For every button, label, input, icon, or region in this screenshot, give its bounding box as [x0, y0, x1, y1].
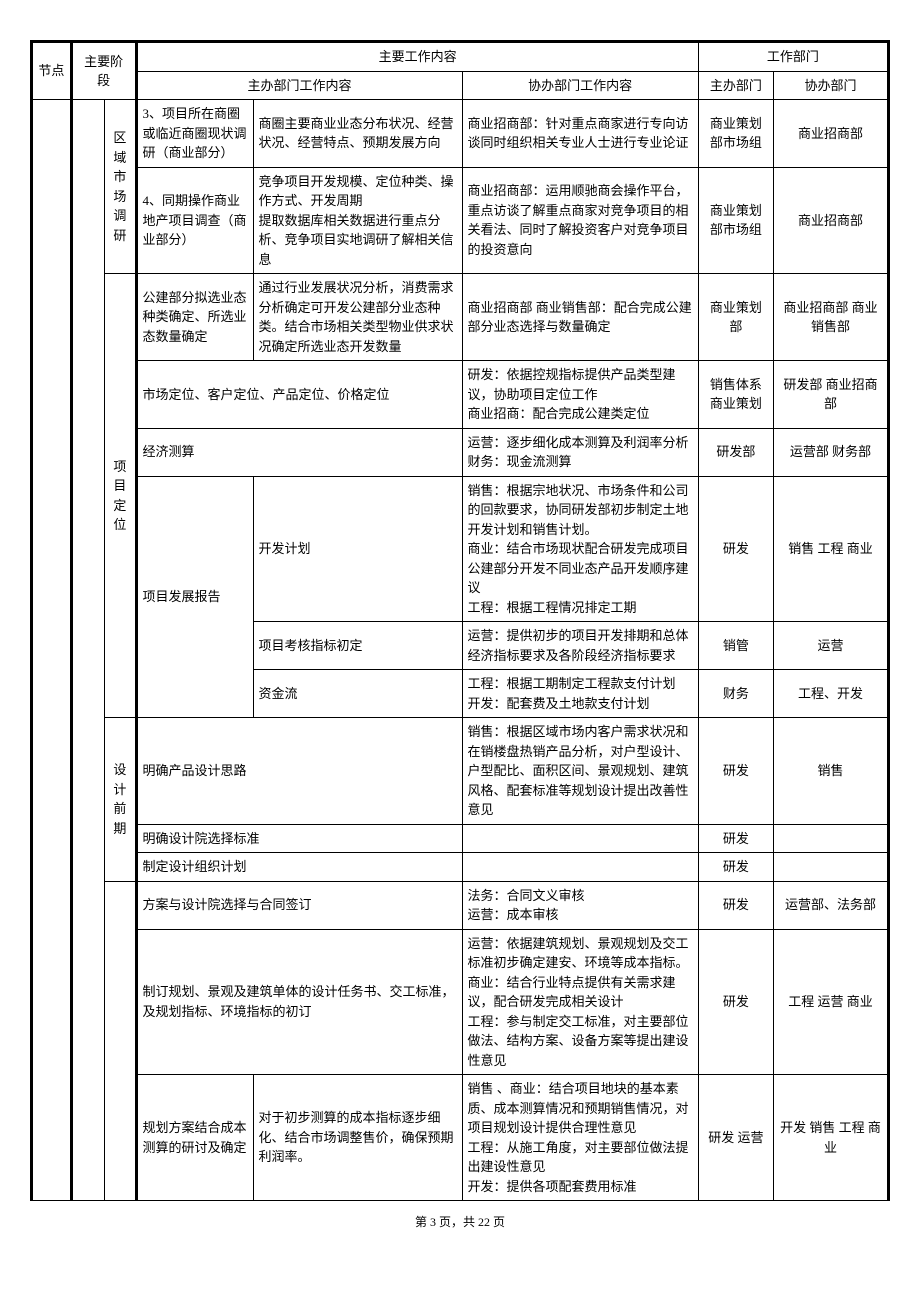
cell: 研发 [698, 853, 773, 882]
cell: 商业招商部 商业销售部 [773, 274, 888, 361]
cell: 工程：根据工期制定工程款支付计划 开发：配套费及土地款支付计划 [462, 670, 698, 718]
phase-1: 区域市场调研 [105, 100, 136, 274]
table-row: 规划方案结合成本测算的研讨及确定 对于初步测算的成本指标逐步细化、结合市场调整售… [32, 1075, 889, 1201]
cell: 商业策划部市场组 [698, 167, 773, 274]
phase-4 [105, 881, 136, 1201]
cell: 工程 运营 商业 [773, 929, 888, 1075]
cell: 研发 运营 [698, 1075, 773, 1201]
cell: 商业策划部市场组 [698, 100, 773, 168]
cell: 运营部 财务部 [773, 428, 888, 476]
table-row: 制订规划、景观及建筑单体的设计任务书、交工标准，及规划指标、环境指标的初订 运营… [32, 929, 889, 1075]
cell: 资金流 [253, 670, 462, 718]
cell: 商业招商部 [773, 167, 888, 274]
phase-2: 项目定位 [105, 274, 136, 718]
cell: 研发 [698, 718, 773, 825]
cell: 制订规划、景观及建筑单体的设计任务书、交工标准，及规划指标、环境指标的初订 [136, 929, 462, 1075]
cell: 销售 [773, 718, 888, 825]
table-row: 设计前期 明确产品设计思路 销售：根据区域市场内客户需求状况和在销楼盘热销产品分… [32, 718, 889, 825]
cell [462, 824, 698, 853]
cell: 规划方案结合成本测算的研讨及确定 [136, 1075, 253, 1201]
cell: 运营：逐步细化成本测算及利润率分析 财务：现金流测算 [462, 428, 698, 476]
th-hostdept: 主办部门 [698, 71, 773, 100]
cell: 商业策划部 [698, 274, 773, 361]
table-row: 方案与设计院选择与合同签订 法务：合同文义审核 运营：成本审核 研发 运营部、法… [32, 881, 889, 929]
th-phase: 主要阶段 [71, 42, 136, 100]
cell: 制定设计组织计划 [136, 853, 462, 882]
cell: 商圈主要商业业态分布状况、经营状况、经营特点、预期发展方向 [253, 100, 462, 168]
cell: 运营部、法务部 [773, 881, 888, 929]
cell: 运营 [773, 622, 888, 670]
cell: 运营：依据建筑规划、景观规划及交工标准初步确定建安、环境等成本指标。 商业：结合… [462, 929, 698, 1075]
cell: 竞争项目开发规模、定位种类、操作方式、开发周期 提取数据库相关数据进行重点分析、… [253, 167, 462, 274]
cell [773, 824, 888, 853]
cell: 销售 、商业：结合项目地块的基本素质、成本测算情况和预期销售情况，对项目规划设计… [462, 1075, 698, 1201]
cell: 研发 [698, 476, 773, 622]
table-row: 经济测算 运营：逐步细化成本测算及利润率分析 财务：现金流测算 研发部 运营部 … [32, 428, 889, 476]
cell: 销管 [698, 622, 773, 670]
cell: 销售：根据宗地状况、市场条件和公司的回款要求，协同研发部初步制定土地开发计划和销… [462, 476, 698, 622]
cell: 4、同期操作商业地产项目调查（商业部分） [136, 167, 253, 274]
cell: 销售体系 商业策划 [698, 361, 773, 429]
cell: 研发 [698, 824, 773, 853]
cell: 商业招商部 [773, 100, 888, 168]
cell: 商业招商部 商业销售部：配合完成公建部分业态选择与数量确定 [462, 274, 698, 361]
cell [462, 853, 698, 882]
cell: 研发部 [698, 428, 773, 476]
cell: 研发：依据控规指标提供产品类型建议，协助项目定位工作 商业招商：配合完成公建类定… [462, 361, 698, 429]
table-row: 4、同期操作商业地产项目调查（商业部分） 竞争项目开发规模、定位种类、操作方式、… [32, 167, 889, 274]
cell: 对于初步测算的成本指标逐步细化、结合市场调整售价，确保预期利润率。 [253, 1075, 462, 1201]
cell: 开发计划 [253, 476, 462, 622]
th-coopcontent: 协办部门工作内容 [462, 71, 698, 100]
cell: 经济测算 [136, 428, 462, 476]
cell: 法务：合同文义审核 运营：成本审核 [462, 881, 698, 929]
cell: 工程、开发 [773, 670, 888, 718]
page-footer: 第 3 页，共 22 页 [30, 1201, 890, 1230]
table-row: 明确设计院选择标准 研发 [32, 824, 889, 853]
cell: 开发 销售 工程 商业 [773, 1075, 888, 1201]
cell: 商业招商部：运用顺驰商会操作平台，重点访谈了解重点商家对竞争项目的相关看法、同时… [462, 167, 698, 274]
cell: 研发 [698, 929, 773, 1075]
cell: 项目发展报告 [136, 476, 253, 718]
table-row: 项目发展报告 开发计划 销售：根据宗地状况、市场条件和公司的回款要求，协同研发部… [32, 476, 889, 622]
table-row: 制定设计组织计划 研发 [32, 853, 889, 882]
cell: 研发 [698, 881, 773, 929]
cell: 公建部分拟选业态种类确定、所选业态数量确定 [136, 274, 253, 361]
cell: 通过行业发展状况分析，消费需求分析确定可开发公建部分业态种类。结合市场相关类型物… [253, 274, 462, 361]
cell [773, 853, 888, 882]
table-row: 项目定位 公建部分拟选业态种类确定、所选业态数量确定 通过行业发展状况分析，消费… [32, 274, 889, 361]
cell: 明确产品设计思路 [136, 718, 462, 825]
cell: 商业招商部：针对重点商家进行专向访谈同时组织相关专业人士进行专业论证 [462, 100, 698, 168]
th-hostcontent: 主办部门工作内容 [136, 71, 462, 100]
node-cell [32, 100, 72, 1201]
phase-col-spacer [71, 100, 104, 1201]
th-coopdept: 协办部门 [773, 71, 888, 100]
main-table: 节点 主要阶段 主要工作内容 工作部门 主办部门工作内容 协办部门工作内容 主办… [30, 40, 890, 1201]
table-row: 市场定位、客户定位、产品定位、价格定位 研发：依据控规指标提供产品类型建议，协助… [32, 361, 889, 429]
th-mainwork: 主要工作内容 [136, 42, 698, 72]
cell: 3、项目所在商圈或临近商圈现状调研（商业部分） [136, 100, 253, 168]
cell: 销售：根据区域市场内客户需求状况和在销楼盘热销产品分析，对户型设计、户型配比、面… [462, 718, 698, 825]
cell: 销售 工程 商业 [773, 476, 888, 622]
cell: 项目考核指标初定 [253, 622, 462, 670]
cell: 方案与设计院选择与合同签订 [136, 881, 462, 929]
cell: 明确设计院选择标准 [136, 824, 462, 853]
cell: 运营：提供初步的项目开发排期和总体经济指标要求及各阶段经济指标要求 [462, 622, 698, 670]
cell: 研发部 商业招商部 [773, 361, 888, 429]
cell: 市场定位、客户定位、产品定位、价格定位 [136, 361, 462, 429]
th-workdept: 工作部门 [698, 42, 888, 72]
phase-3: 设计前期 [105, 718, 136, 882]
cell: 财务 [698, 670, 773, 718]
table-row: 区域市场调研 3、项目所在商圈或临近商圈现状调研（商业部分） 商圈主要商业业态分… [32, 100, 889, 168]
th-node: 节点 [32, 42, 72, 100]
